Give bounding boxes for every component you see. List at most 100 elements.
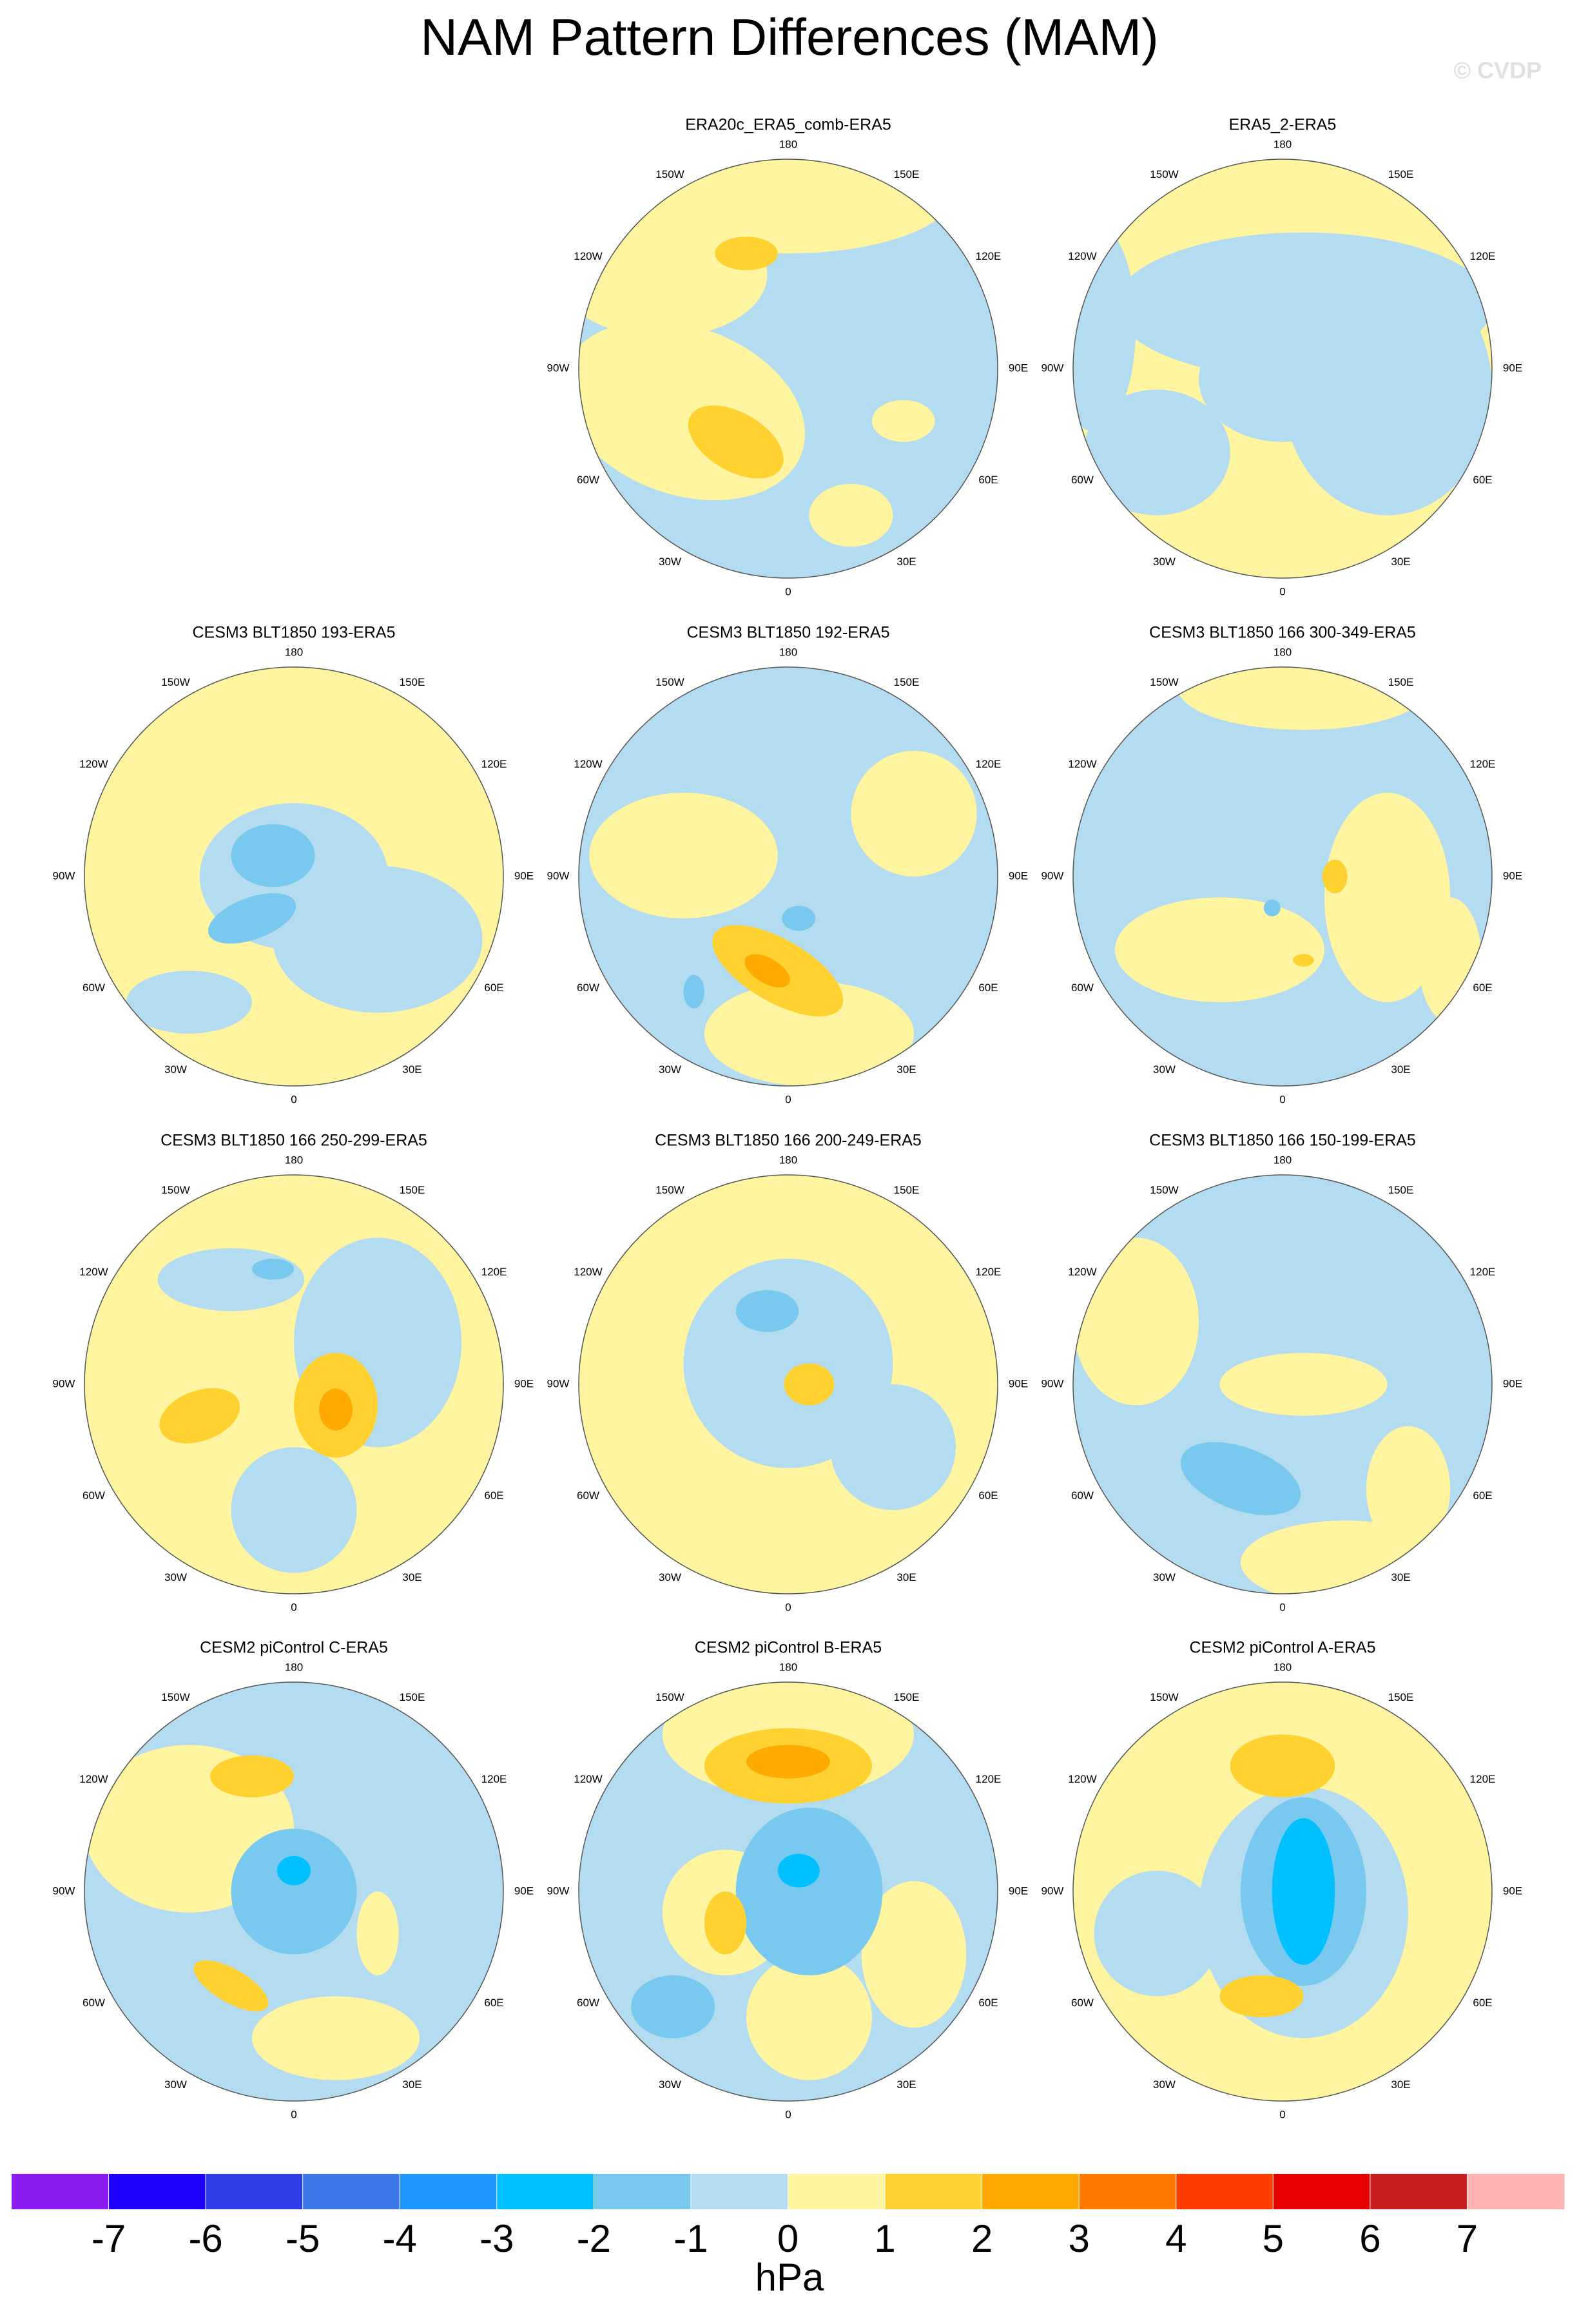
longitude-label: 60E <box>484 1489 503 1502</box>
tick-label: 2 <box>971 2217 993 2260</box>
tick-label: 4 <box>1165 2217 1187 2260</box>
color-swatch <box>690 2174 788 2209</box>
color-swatch <box>1176 2174 1274 2209</box>
color-swatch <box>12 2174 110 2209</box>
longitude-label: 0 <box>1279 1601 1285 1613</box>
longitude-label: 90E <box>1503 1884 1522 1897</box>
longitude-label: 120W <box>574 250 602 262</box>
contour-fill <box>777 1854 820 1888</box>
tick-label: -4 <box>383 2217 417 2260</box>
map-border <box>1072 666 1493 1087</box>
longitude-label: 120E <box>1470 1266 1496 1278</box>
map-panel: CESM2 piControl B-ERA5 0 30E 60E 90E 120E 150E… <box>547 1639 1029 2121</box>
map-border <box>578 159 998 579</box>
contour-fill <box>1283 264 1492 516</box>
longitude-label: 180 <box>779 1154 797 1166</box>
contour-fill <box>1263 899 1281 916</box>
longitude-label: 150W <box>1150 676 1178 688</box>
map-border <box>578 666 998 1087</box>
contour-fill <box>851 751 977 876</box>
tick-label: -1 <box>673 2217 708 2260</box>
contour-field <box>1073 667 1492 1086</box>
longitude-label: 0 <box>291 1601 296 1613</box>
contour-fill <box>1115 897 1324 1002</box>
longitude-label: 60W <box>1071 1489 1094 1502</box>
tick-label: 0 <box>777 2217 799 2260</box>
map-border <box>578 1681 998 2102</box>
contour-fill <box>1230 1734 1335 1797</box>
panel-title: CESM2 piControl C-ERA5 <box>200 1639 388 1657</box>
longitude-label: 150E <box>400 1691 425 1703</box>
contour-fill <box>1324 793 1450 1002</box>
longitude-label: 90W <box>53 869 75 882</box>
longitude-label: 90W <box>53 1884 75 1897</box>
longitude-label: 120W <box>1068 758 1096 770</box>
longitude-label: 150E <box>894 168 920 180</box>
contour-fill <box>704 1892 746 1955</box>
map-panel: CESM3 BLT1850 193-ERA5 0 30E 60E 90E 120E 150E… <box>53 624 534 1106</box>
longitude-label: 60E <box>1473 474 1492 486</box>
longitude-label: 90E <box>514 1884 534 1897</box>
longitude-label: 150W <box>655 168 684 180</box>
longitude-label: 30W <box>1153 2078 1176 2091</box>
longitude-label: 120E <box>481 1773 507 1785</box>
longitude-label: 0 <box>291 2108 296 2120</box>
tick-label: 3 <box>1069 2217 1090 2260</box>
color-swatch <box>1467 2174 1565 2209</box>
contour-fill <box>273 866 483 1013</box>
contour-field <box>1073 1682 1492 2101</box>
longitude-label: 120W <box>574 1773 602 1785</box>
contour-fill <box>159 1388 240 1444</box>
longitude-label: 30W <box>659 1063 681 1076</box>
tick-label: 1 <box>874 2217 895 2260</box>
map-panel: ERA5_2-ERA5 0 30E 60E 90E 120E 150E 180 150W 120W… <box>1041 116 1523 598</box>
longitude-label: 60W <box>82 1489 105 1502</box>
longitude-label: 90W <box>1041 869 1064 882</box>
contour-fill <box>231 1447 357 1573</box>
map-border <box>578 1174 998 1594</box>
longitude-label: 180 <box>1274 138 1292 150</box>
longitude-label: 30W <box>659 2078 681 2091</box>
contour-fill <box>683 974 704 1009</box>
longitude-label: 90E <box>1009 1884 1028 1897</box>
contour-fill <box>252 1996 420 2080</box>
contour-fill <box>157 1248 305 1312</box>
tick-label: 5 <box>1263 2217 1284 2260</box>
longitude-label: 60W <box>1071 1997 1094 2009</box>
contour-field <box>84 1682 503 2101</box>
longitude-label: 0 <box>785 585 791 597</box>
longitude-label: 60E <box>978 982 998 994</box>
panel-title: CESM2 piControl A-ERA5 <box>1189 1639 1375 1657</box>
longitude-label: 60W <box>82 1997 105 2009</box>
longitude-label: 0 <box>1279 2108 1285 2120</box>
longitude-label: 60E <box>978 1489 998 1502</box>
longitude-label: 30E <box>1391 2078 1410 2091</box>
panel-title: CESM3 BLT1850 166 150-199-ERA5 <box>1149 1132 1416 1150</box>
longitude-label: 90W <box>547 1377 570 1390</box>
longitude-label: 120E <box>1470 250 1496 262</box>
tick-label: -5 <box>286 2217 320 2260</box>
contour-fill <box>1177 667 1429 730</box>
longitude-label: 90E <box>1503 1377 1522 1390</box>
longitude-label: 150E <box>400 1184 425 1196</box>
longitude-label: 90E <box>514 1377 534 1390</box>
longitude-label: 30W <box>164 1063 187 1076</box>
longitude-label: 0 <box>1279 1093 1285 1105</box>
longitude-label: 150E <box>894 1691 920 1703</box>
panel-title: CESM3 BLT1850 166 200-249-ERA5 <box>655 1132 922 1150</box>
tick-label: -6 <box>188 2217 222 2260</box>
contour-field <box>579 1682 998 2101</box>
longitude-label: 180 <box>779 138 797 150</box>
longitude-label: 60E <box>1473 982 1492 994</box>
contour-fill <box>1219 1353 1388 1416</box>
longitude-label: 0 <box>785 1093 791 1105</box>
contour-fill <box>735 1290 799 1332</box>
tick-label: -3 <box>480 2217 514 2260</box>
contour-fill <box>1322 860 1348 893</box>
longitude-label: 30E <box>1391 556 1410 568</box>
contour-fill <box>356 1892 399 1975</box>
longitude-label: 60E <box>1473 1489 1492 1502</box>
longitude-label: 30W <box>659 556 681 568</box>
longitude-label: 90E <box>1503 362 1522 374</box>
